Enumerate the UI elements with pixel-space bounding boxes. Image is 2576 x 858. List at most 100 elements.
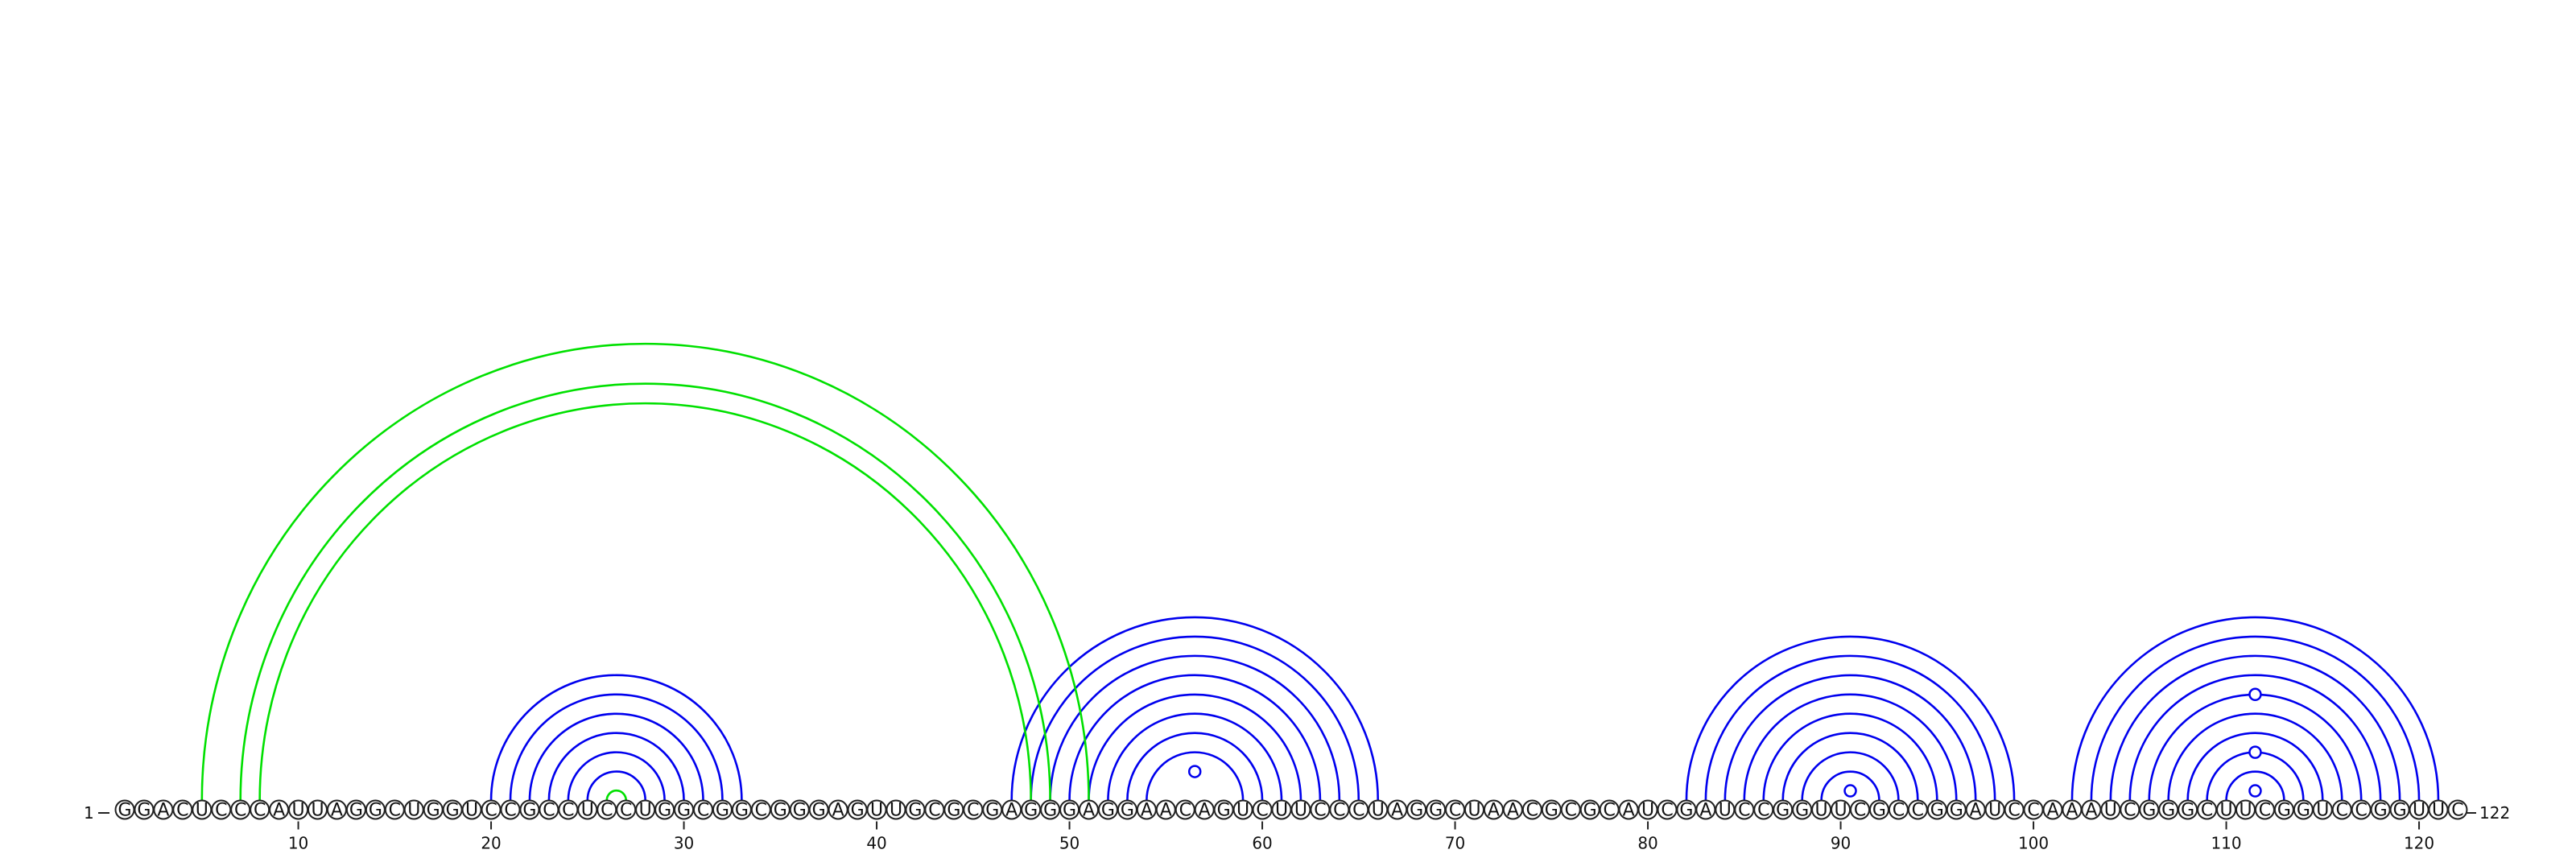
nucleotide-letter: C bbox=[2259, 801, 2271, 821]
nucleotide-letter: C bbox=[504, 801, 516, 821]
nucleotide-24: C bbox=[558, 799, 579, 821]
nucleotide-57: A bbox=[1194, 799, 1215, 821]
nucleotide-letter: A bbox=[1391, 801, 1403, 821]
nucleotide-letter: G bbox=[1410, 801, 1423, 821]
nucleotide-32: G bbox=[712, 799, 733, 821]
nested-pair-arc-107-116 bbox=[2167, 712, 2343, 801]
nucleotide-letter: A bbox=[832, 801, 844, 821]
nested-pair-arc-89-92 bbox=[1820, 770, 1880, 801]
nested-pair-arc-88-93 bbox=[1801, 751, 1900, 801]
nucleotide-75: G bbox=[1541, 799, 1562, 821]
nucleotide-letter: G bbox=[1776, 801, 1790, 821]
nucleotide-letter: C bbox=[2201, 801, 2213, 821]
nucleotide-92: G bbox=[1868, 799, 1889, 821]
nucleotide-26: C bbox=[597, 799, 617, 821]
nucleotide-letter: C bbox=[389, 801, 401, 821]
nucleotide-letter: G bbox=[1930, 801, 1944, 821]
nucleotide-21: C bbox=[500, 799, 521, 821]
nucleotide-37: G bbox=[808, 799, 829, 821]
nucleotide-letter: U bbox=[291, 801, 304, 821]
nucleotide-letter: C bbox=[1854, 801, 1866, 821]
nucleotide-letter: A bbox=[1199, 801, 1211, 821]
nucleotide-letter: U bbox=[2239, 801, 2252, 821]
nucleotide-letter: G bbox=[1063, 801, 1076, 821]
nucleotide-63: C bbox=[1310, 799, 1331, 821]
nucleotide-letter: U bbox=[2432, 801, 2445, 821]
nucleotide-letter: U bbox=[407, 801, 420, 821]
nucleotide-letter: C bbox=[1757, 801, 1769, 821]
nucleotide-58: G bbox=[1213, 799, 1234, 821]
nucleotide-letter: G bbox=[985, 801, 999, 821]
nested-pair-arc-53-60 bbox=[1126, 732, 1264, 801]
nucleotide-letter: C bbox=[562, 801, 574, 821]
nucleotide-letter: G bbox=[947, 801, 960, 821]
nucleotide-letter: C bbox=[755, 801, 767, 821]
nucleotide-letter: C bbox=[543, 801, 555, 821]
nucleotide-letter: U bbox=[581, 801, 594, 821]
pseudoknot-pair-arc-5-51 bbox=[200, 342, 1090, 801]
nested-pair-arc-25-28 bbox=[586, 770, 646, 801]
nucleotide-letter: U bbox=[311, 801, 324, 821]
nucleotide-103: A bbox=[2081, 799, 2102, 821]
nucleotide-letter: U bbox=[1815, 801, 1828, 821]
nucleotide-115: U bbox=[2312, 799, 2333, 821]
nucleotide-letter: G bbox=[1429, 801, 1443, 821]
nucleotide-letter: U bbox=[1294, 801, 1307, 821]
nucleotide-4: C bbox=[172, 799, 193, 821]
nucleotide-16: U bbox=[403, 799, 424, 821]
axis-tick-label-90: 90 bbox=[1831, 834, 1851, 853]
nucleotide-65: C bbox=[1348, 799, 1369, 821]
nucleotide-84: U bbox=[1715, 799, 1736, 821]
nucleotide-letter: G bbox=[2374, 801, 2388, 821]
nucleotide-letter: C bbox=[234, 801, 246, 821]
sequence-end-label: 122 bbox=[2479, 803, 2510, 823]
nucleotide-letter: G bbox=[2181, 801, 2194, 821]
nucleotide-66: U bbox=[1368, 799, 1389, 821]
nucleotide-36: G bbox=[789, 799, 810, 821]
nucleotide-38: A bbox=[828, 799, 848, 821]
nucleotide-letter: C bbox=[1565, 801, 1577, 821]
nucleotide-10: U bbox=[288, 799, 309, 821]
nucleotide-30: G bbox=[674, 799, 695, 821]
nucleotide-letter: C bbox=[2124, 801, 2136, 821]
nucleotide-letter: C bbox=[1449, 801, 1461, 821]
nested-pair-arc-85-96 bbox=[1743, 693, 1958, 801]
nucleotide-61: U bbox=[1271, 799, 1292, 821]
nucleotide-circle bbox=[2447, 799, 2468, 820]
nucleotide-letter: C bbox=[1893, 801, 1905, 821]
nucleotide-letter: G bbox=[446, 801, 460, 821]
nucleotide-70: C bbox=[1445, 799, 1466, 821]
nucleotide-letter: G bbox=[1872, 801, 1886, 821]
nucleotide-letter: G bbox=[1101, 801, 1115, 821]
base-pair-arcs bbox=[200, 342, 2440, 801]
nucleotide-85: C bbox=[1734, 799, 1755, 821]
nested-pair-arc-104-119 bbox=[2109, 654, 2401, 801]
nucleotide-52: G bbox=[1097, 799, 1118, 821]
nucleotide-5: U bbox=[192, 799, 213, 821]
nucleotide-47: A bbox=[1001, 799, 1022, 821]
nucleotide-15: C bbox=[384, 799, 405, 821]
axis-tick-label-100: 100 bbox=[2018, 834, 2049, 853]
nucleotide-letter: G bbox=[1545, 801, 1558, 821]
nucleotide-letter: C bbox=[2355, 801, 2368, 821]
nucleotide-letter: G bbox=[793, 801, 807, 821]
nucleotide-letter: U bbox=[465, 801, 478, 821]
nucleotide-25: U bbox=[577, 799, 598, 821]
nucleotide-95: G bbox=[1926, 799, 1947, 821]
nucleotide-letter: G bbox=[1043, 801, 1057, 821]
nucleotide-letter: A bbox=[1507, 801, 1519, 821]
nucleotide-86: C bbox=[1753, 799, 1774, 821]
nucleotide-letter: G bbox=[1583, 801, 1597, 821]
noncanonical-pair-marker-106-117 bbox=[2248, 687, 2262, 702]
nucleotide-letter: A bbox=[1623, 801, 1635, 821]
nucleotide-letter: G bbox=[1679, 801, 1693, 821]
nucleotide-107: G bbox=[2158, 799, 2179, 821]
nucleotide-letter: A bbox=[157, 801, 169, 821]
nucleotide-letter: G bbox=[2142, 801, 2156, 821]
nucleotide-letter: G bbox=[118, 801, 131, 821]
nucleotide-letter: C bbox=[2008, 801, 2020, 821]
nucleotide-94: C bbox=[1907, 799, 1928, 821]
nucleotide-54: A bbox=[1136, 799, 1157, 821]
